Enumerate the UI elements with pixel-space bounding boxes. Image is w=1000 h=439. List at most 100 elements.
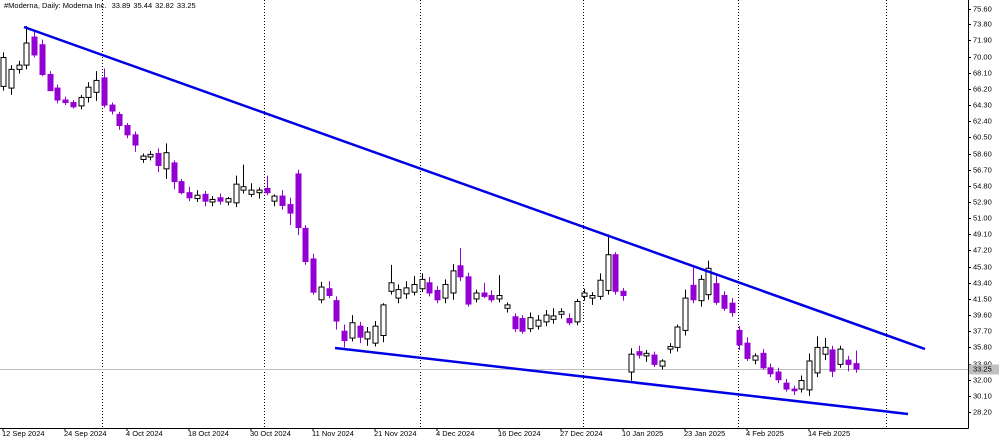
x-tick-label: 16 Dec 2024: [498, 429, 541, 438]
candle-body: [0, 56, 7, 87]
x-tick-label: 18 Oct 2024: [188, 429, 229, 438]
x-tick-label: 30 Oct 2024: [250, 429, 291, 438]
x-tick-label: 12 Sep 2024: [2, 429, 45, 438]
candle-body: [295, 173, 302, 229]
y-tick-label: 30.10: [973, 391, 992, 400]
candle-body: [829, 349, 836, 372]
y-tick-label: 28.20: [973, 407, 992, 416]
candle-body: [488, 295, 495, 301]
candle-body: [535, 319, 542, 327]
candle-body: [124, 124, 131, 136]
candle-body: [31, 36, 38, 56]
candle-body: [628, 353, 635, 373]
y-tick-label: 35.80: [973, 342, 992, 351]
y-tick-label: 47.20: [973, 245, 992, 254]
y-tick-label: 66.20: [973, 84, 992, 93]
candle-body: [341, 330, 348, 342]
candle-body: [558, 311, 565, 315]
candle-body: [496, 295, 503, 300]
candle-body: [194, 194, 201, 200]
y-tick-label: 58.60: [973, 149, 992, 158]
x-tick-label: 14 Feb 2025: [808, 429, 850, 438]
candle-body: [349, 322, 356, 339]
y-tick-label: 62.40: [973, 116, 992, 125]
x-tick-label: 4 Dec 2024: [436, 429, 474, 438]
candle-body: [729, 302, 736, 314]
candle-body: [209, 198, 216, 203]
y-tick-label: 51.00: [973, 213, 992, 222]
candle-body: [39, 44, 46, 75]
candle-body: [791, 388, 798, 392]
candle-body: [698, 278, 705, 302]
candle-body: [403, 287, 410, 295]
candle-body: [814, 346, 821, 374]
candle-body: [256, 189, 263, 194]
candle-body: [667, 346, 674, 350]
candle-body: [318, 286, 325, 301]
upper-trendline: [23, 25, 926, 351]
candle-body: [853, 363, 860, 370]
candle-body: [798, 380, 805, 390]
candle-body: [395, 289, 402, 299]
y-tick-label: 71.90: [973, 35, 992, 44]
candle-body: [140, 155, 147, 161]
candle-body: [388, 282, 395, 292]
candle-body: [527, 317, 534, 330]
candle-body: [744, 342, 751, 359]
candle-body: [636, 351, 643, 356]
candle-body: [372, 325, 379, 344]
current-price-label: 33.25: [973, 364, 992, 373]
candle-body: [450, 270, 457, 294]
candle-body: [752, 355, 759, 361]
candle-body: [837, 348, 844, 365]
candle-body: [155, 153, 162, 166]
x-tick-label: 27 Dec 2024: [560, 429, 603, 438]
candle-body: [171, 162, 178, 183]
candle-body: [426, 282, 433, 294]
candle-body: [357, 325, 364, 338]
y-tick-label: 43.40: [973, 278, 992, 287]
candle-body: [85, 86, 92, 98]
axes: 28.20 30.10 32.00 33.90 35.80 37.70 39.60 41.50…: [2, 4, 999, 438]
candle-body: [783, 382, 790, 390]
candle-body: [364, 331, 371, 340]
candle-body: [233, 183, 240, 204]
y-tick-label: 75.60: [973, 4, 992, 13]
candle-body: [589, 295, 596, 299]
x-tick-label: 4 Oct 2024: [126, 429, 163, 438]
candle-body: [481, 292, 488, 297]
candle-body: [465, 276, 472, 305]
lower-trendline: [334, 346, 909, 416]
candle-body: [302, 227, 309, 263]
candle-body: [16, 64, 23, 70]
candle-body: [326, 288, 333, 297]
y-tick-label: 33.90: [973, 359, 992, 368]
chart-title: #Moderna, Daily: Moderna Inc.: [4, 1, 107, 10]
candle-body: [116, 113, 123, 126]
candle-body: [310, 258, 317, 293]
candle-body: [132, 134, 139, 146]
candle-body: [147, 153, 154, 158]
y-tick-label: 70.00: [973, 52, 992, 61]
candle-body: [605, 254, 612, 291]
candle-body: [651, 354, 658, 365]
candle-body: [240, 186, 247, 191]
y-tick-label: 52.90: [973, 197, 992, 206]
candle-body: [101, 77, 108, 106]
candle-body: [287, 204, 294, 214]
candle-body: [62, 99, 69, 104]
candle-body: [775, 371, 782, 381]
candle-body: [550, 315, 557, 320]
candle-body: [690, 284, 697, 301]
last-high: 35.44: [133, 1, 152, 10]
candle-body: [202, 193, 209, 202]
candle-body: [512, 316, 519, 330]
x-tick-label: 24 Sep 2024: [64, 429, 107, 438]
candle-body: [434, 289, 441, 301]
candle-body: [178, 181, 185, 194]
candle-body: [620, 290, 627, 297]
y-tick-label: 45.30: [973, 262, 992, 271]
candle-body: [264, 187, 271, 194]
last-open: 33.89: [112, 1, 131, 10]
